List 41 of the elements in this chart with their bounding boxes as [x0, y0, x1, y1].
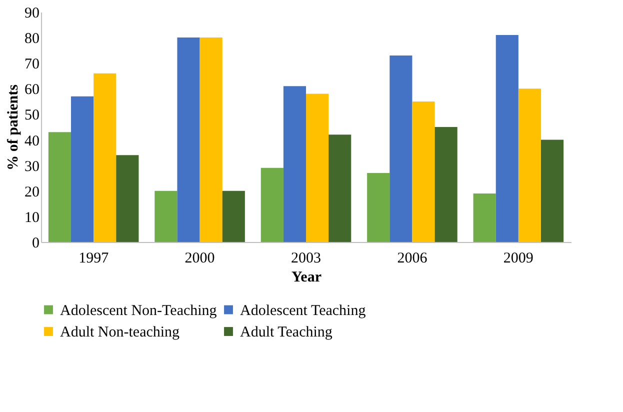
y-tick-label: 0 [32, 236, 40, 252]
y-tick-label: 70 [24, 56, 40, 73]
bar [367, 173, 390, 242]
y-tick-label: 90 [24, 6, 40, 22]
bar [390, 55, 412, 242]
x-axis-title: Year [292, 270, 322, 286]
y-tick-label: 40 [24, 133, 40, 150]
legend-label: Adult Non-teaching [60, 324, 180, 340]
bar [222, 190, 245, 242]
y-tick-label: 60 [24, 82, 40, 98]
bar [200, 38, 222, 242]
x-tick-label: 2000 [184, 250, 215, 266]
x-tick-label: 1997 [78, 250, 110, 266]
bar [328, 134, 352, 242]
bar [283, 86, 306, 242]
bar [518, 88, 541, 242]
bar [306, 94, 329, 242]
x-tick-label: 2006 [397, 250, 428, 266]
bar [412, 101, 435, 242]
legend-label: Adolescent Teaching [240, 302, 366, 319]
legend-label: Adult Teaching [240, 324, 333, 340]
bar [177, 38, 200, 242]
legend-label: Adolescent Non-Teaching [60, 302, 218, 319]
y-tick-label: 10 [24, 210, 40, 226]
y-tick-label: 30 [24, 158, 40, 175]
y-axis-title: % of patients [6, 84, 22, 170]
bar [434, 127, 458, 242]
bar [473, 193, 496, 242]
y-tick-label: 80 [24, 31, 40, 48]
bar [260, 168, 284, 242]
x-tick-label: 2003 [291, 250, 321, 266]
x-tick-label: 2009 [503, 250, 534, 266]
y-tick-label: 20 [24, 184, 40, 200]
y-tick-label: 50 [24, 108, 40, 124]
bar [48, 132, 72, 242]
bar [496, 35, 518, 242]
bar [116, 155, 139, 242]
bar [94, 73, 116, 242]
bar [71, 96, 94, 242]
bar [540, 140, 564, 242]
bar [154, 190, 178, 242]
